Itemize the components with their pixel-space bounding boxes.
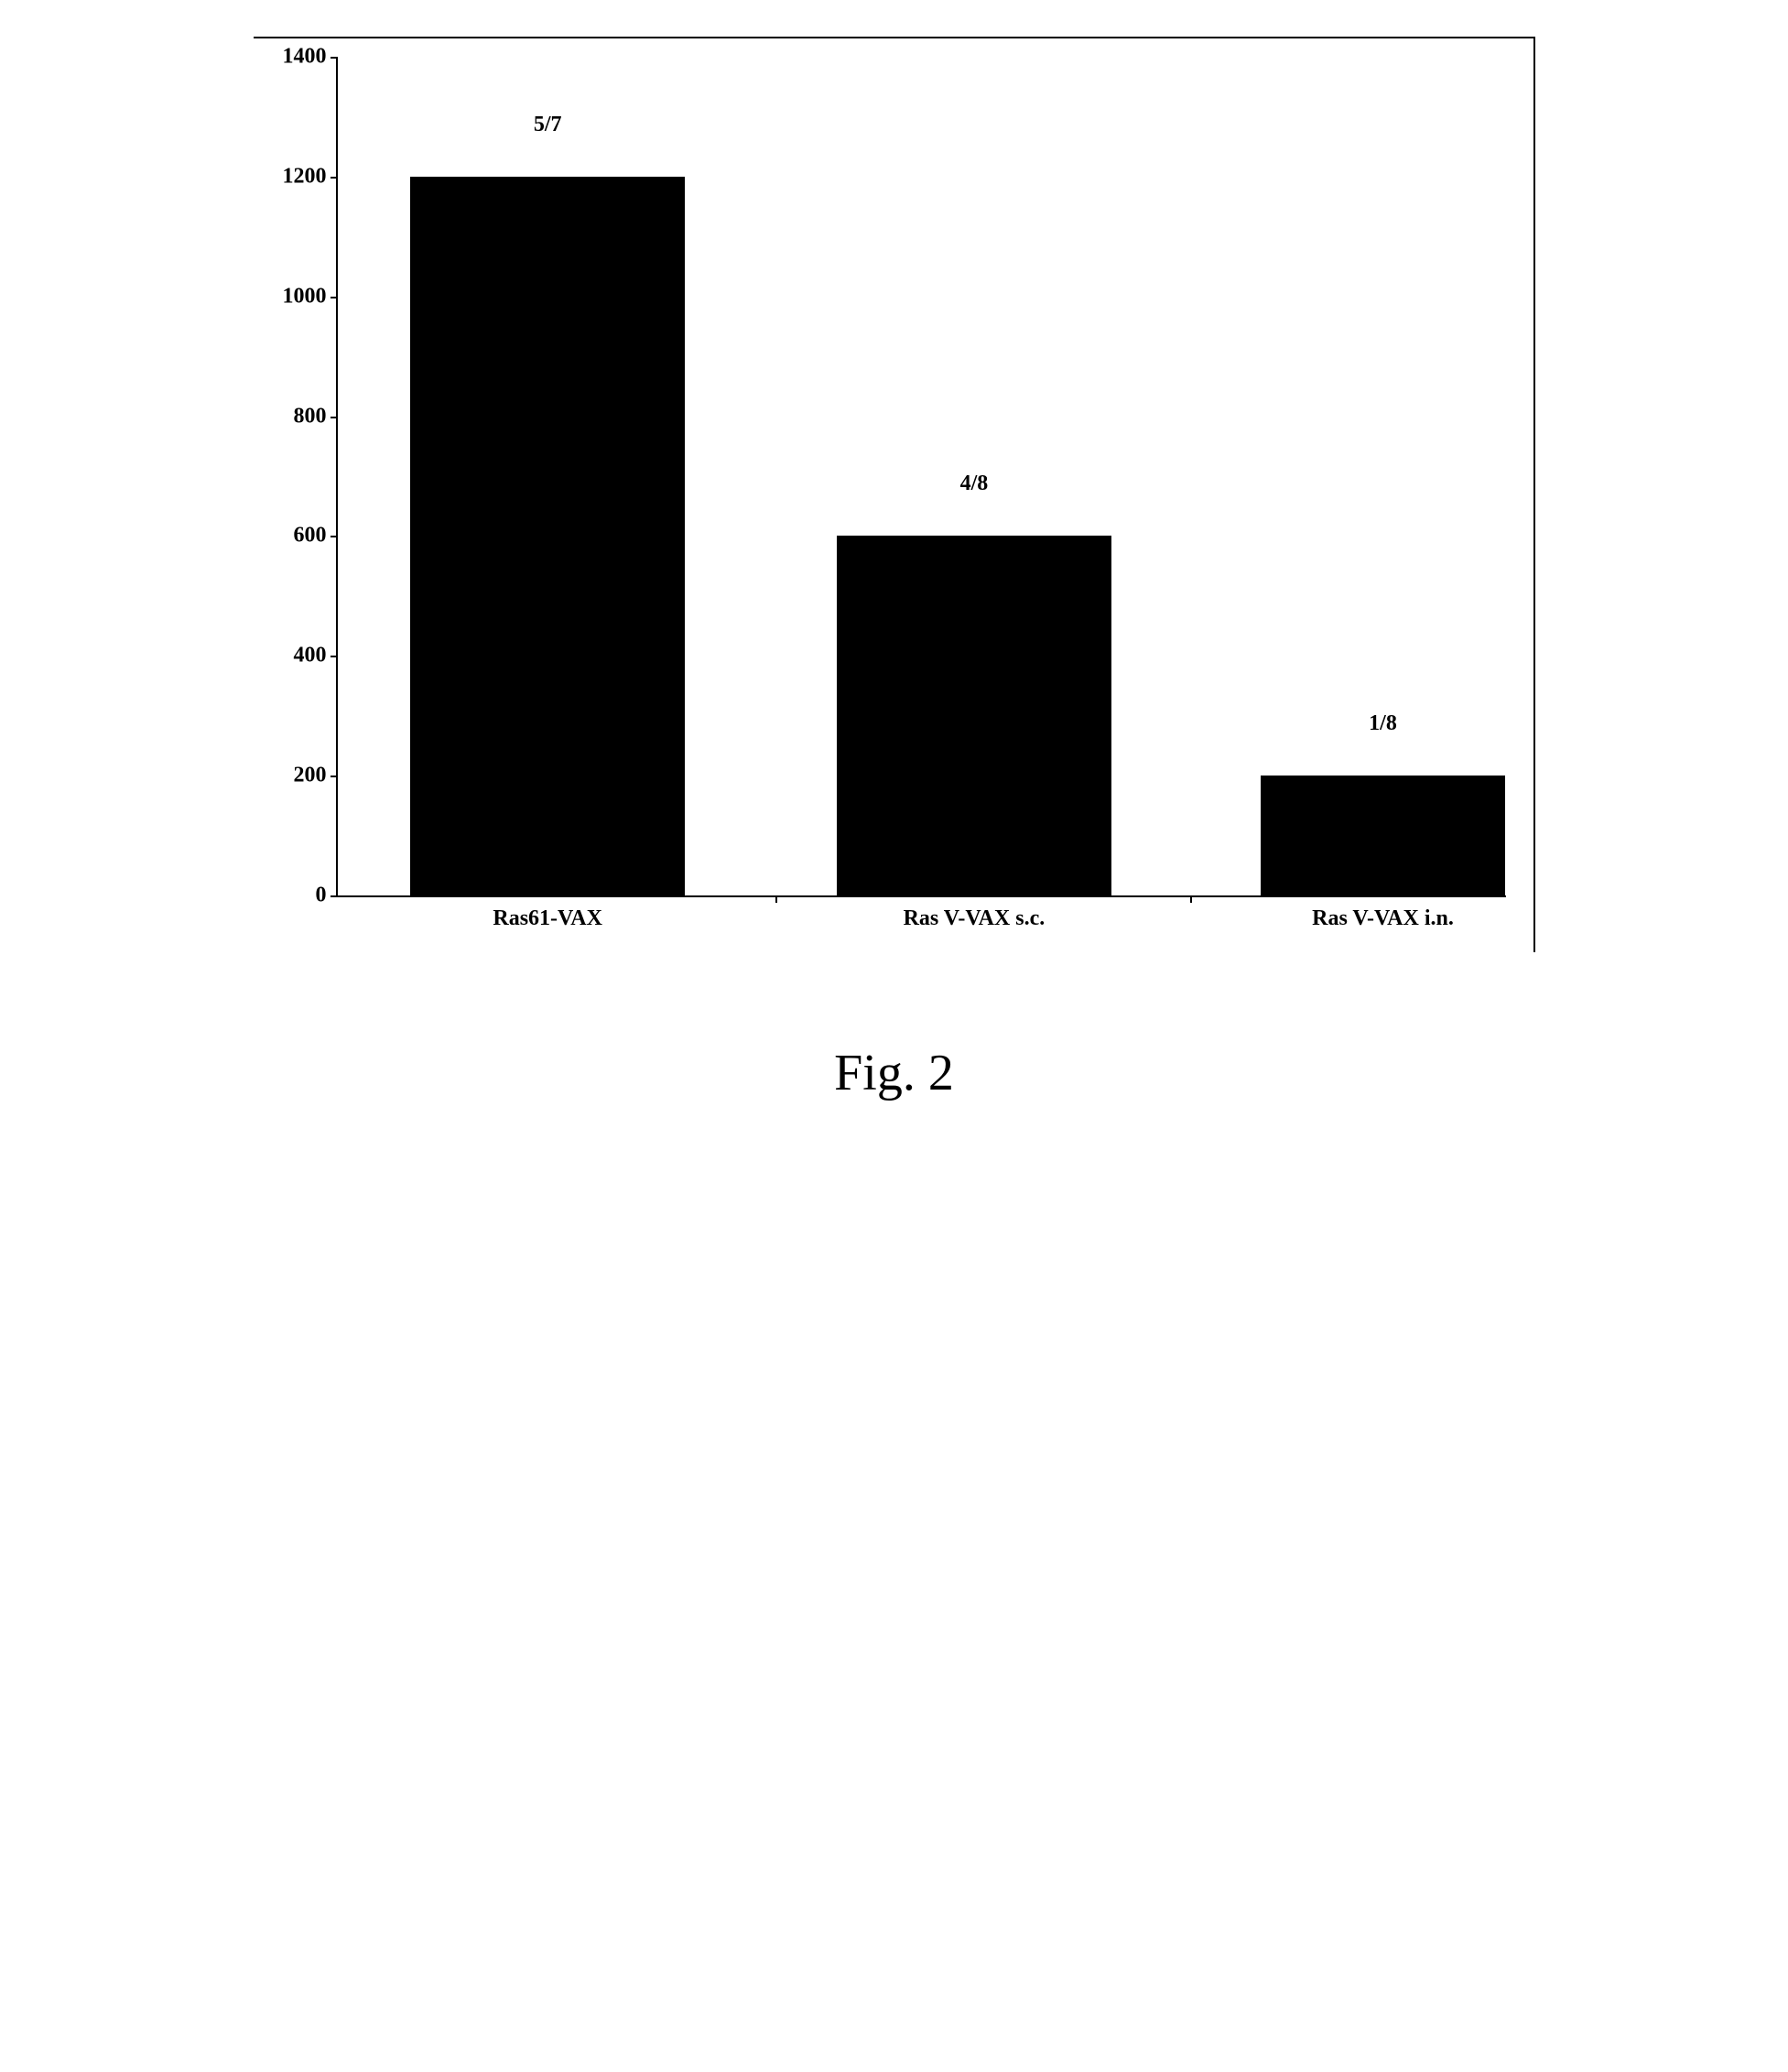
bar [1261,776,1505,895]
x-tick [775,895,777,903]
x-tick-label: Ras61-VAX [493,895,602,931]
y-tick-label: 1000 [283,284,338,309]
plot-area: 02004006008001000120014005/7Ras61-VAX4/8… [336,57,1506,897]
x-tick-label: Ras V-VAX i.n. [1312,895,1454,931]
bar-annotation: 5/7 [534,113,562,145]
bar [837,536,1112,895]
bar-annotation: 1/8 [1369,711,1397,743]
x-tick-label: Ras V-VAX s.c. [904,895,1046,931]
x-tick [1190,895,1192,903]
y-tick-label: 200 [294,764,338,788]
y-tick-label: 0 [316,884,338,908]
bar [410,177,686,895]
y-tick-label: 400 [294,644,338,668]
y-tick-label: 1200 [283,164,338,189]
y-tick-label: 800 [294,404,338,429]
chart-container: Average Tumor Volume (mm3) 0200400600800… [254,37,1535,952]
bar-annotation: 4/8 [960,472,989,504]
figure-label: Fig. 2 [834,1044,954,1102]
y-tick-label: 600 [294,524,338,548]
y-tick-label: 1400 [283,45,338,70]
